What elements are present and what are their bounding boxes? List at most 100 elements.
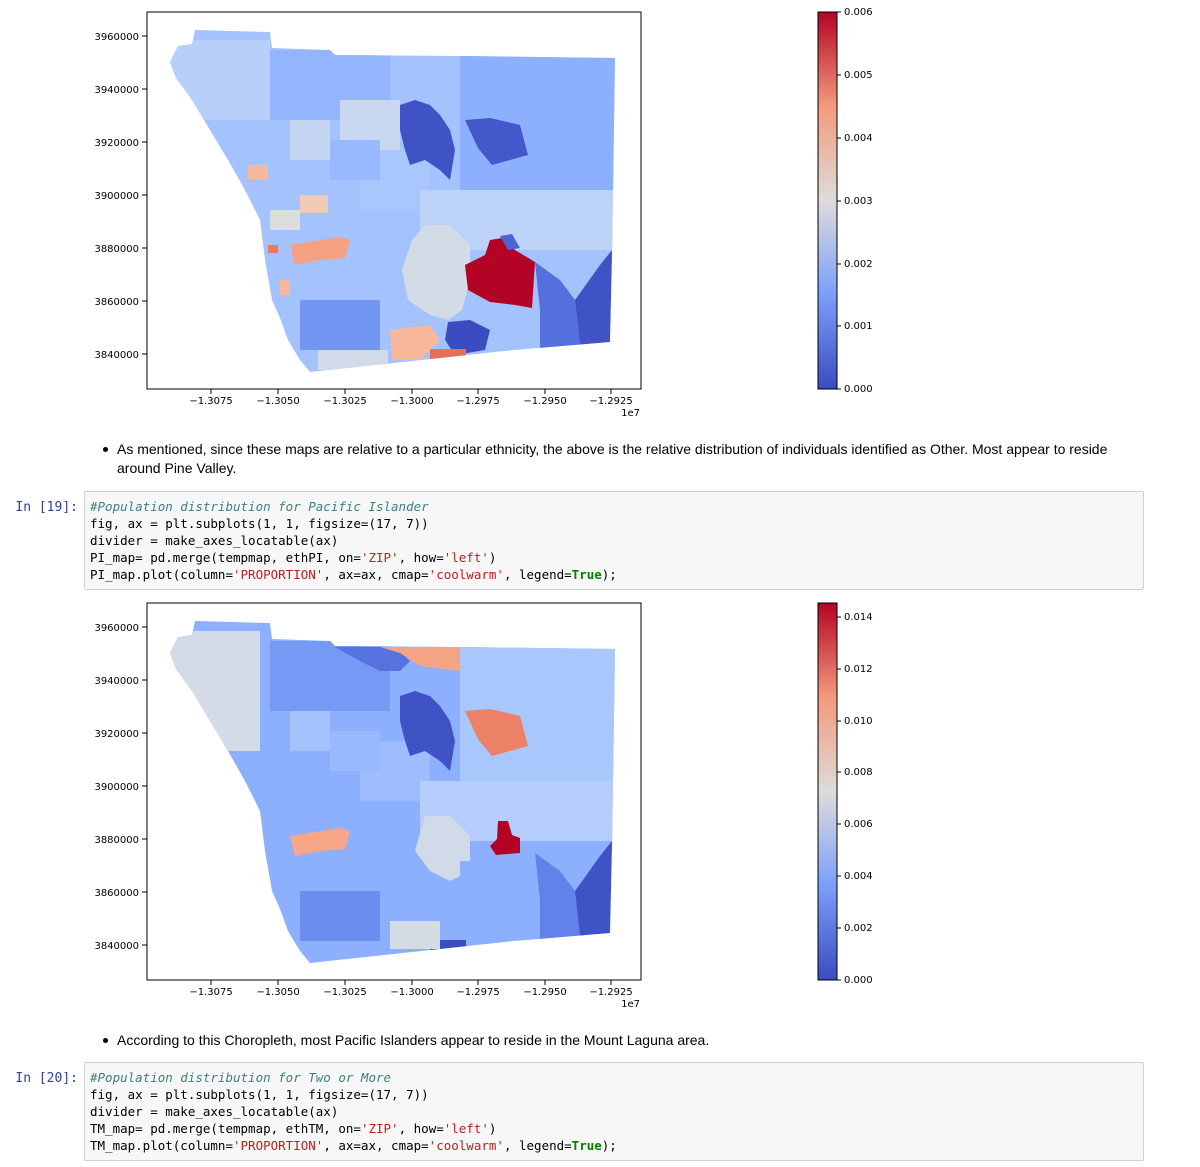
code-line: fig, ax = plt.subplots(1, 1, figsize=(17… [90, 1087, 429, 1102]
code-string: 'PROPORTION' [233, 567, 324, 582]
choropleth-map-pacific-islander: 3960000 3940000 3920000 3900000 3880000 … [94, 602, 873, 1010]
code-line: #Population distribution for Two or More [90, 1069, 1138, 1086]
colorbar-tick-label: 0.006 [844, 819, 873, 830]
code-cell-19[interactable]: In [19]: #Population distribution for Pa… [0, 491, 1200, 591]
colorbar-tick-label: 0.003 [844, 196, 873, 207]
x-tick-label: −1.2950 [523, 987, 566, 998]
x-tick-label: −1.2975 [456, 987, 499, 998]
choropleth-map-other: 3960000 3940000 3920000 3900000 3880000 … [94, 7, 873, 419]
code-comment: #Population distribution for Pacific Isl… [90, 499, 429, 514]
code-token: PI_map.plot(column= [90, 567, 233, 582]
code-token: ) [488, 550, 497, 565]
code-input-area[interactable]: #Population distribution for Two or More… [84, 1062, 1144, 1161]
colorbar-tick-label: 0.000 [844, 975, 873, 986]
code-token: , legend= [503, 1138, 572, 1153]
y-tick-label: 3960000 [94, 623, 139, 634]
x-tick-label: −1.2925 [589, 396, 632, 407]
x-axis: −1.3075 −1.3050 −1.3025 −1.3000 −1.2975 … [189, 980, 640, 1010]
x-tick-label: −1.3025 [323, 396, 366, 407]
y-tick-label: 3840000 [94, 941, 139, 952]
x-tick-label: −1.3075 [189, 396, 232, 407]
x-tick-label: −1.3050 [256, 987, 299, 998]
y-tick-label: 3880000 [94, 835, 139, 846]
colorbar-tick-label: 0.006 [844, 7, 873, 18]
code-line: fig, ax = plt.subplots(1, 1, figsize=(17… [90, 516, 429, 531]
code-token: TM_map.plot(column= [90, 1138, 233, 1153]
x-tick-label: −1.2925 [589, 987, 632, 998]
x-offset-label: 1e7 [621, 999, 640, 1010]
code-keyword: True [571, 1138, 602, 1153]
x-tick-label: −1.3000 [390, 987, 433, 998]
y-axis: 3960000 3940000 3920000 3900000 3880000 … [94, 32, 147, 361]
output-figure-other: 3960000 3940000 3920000 3900000 3880000 … [0, 0, 1200, 425]
code-token: , legend= [503, 567, 572, 582]
code-line: divider = make_axes_locatable(ax) [90, 1104, 339, 1119]
colorbar-tick-label: 0.002 [844, 923, 873, 934]
code-token: TM_map= pd.merge(tempmap, ethTM, on= [90, 1121, 361, 1136]
code-string: 'left' [443, 550, 489, 565]
colorbar-tick-label: 0.000 [844, 384, 873, 395]
x-tick-label: −1.3025 [323, 987, 366, 998]
y-tick-label: 3960000 [94, 32, 139, 43]
colorbar-tick-label: 0.008 [844, 767, 873, 778]
code-token: , ax=ax, cmap= [323, 1138, 429, 1153]
y-tick-label: 3860000 [94, 297, 139, 308]
cell-prompt: In [20]: [15, 1071, 78, 1086]
code-line: TM_map= pd.merge(tempmap, ethTM, on='ZIP… [90, 1120, 1138, 1137]
code-keyword: True [571, 567, 602, 582]
code-comment: #Population distribution for Two or More [90, 1070, 392, 1085]
markdown-cell: According to this Choropleth, most Pacif… [0, 1031, 1200, 1050]
code-string: 'coolwarm' [428, 567, 504, 582]
markdown-cell: As mentioned, since these maps are relat… [0, 440, 1200, 478]
code-token: ); [601, 567, 617, 582]
bullet-text: As mentioned, since these maps are relat… [103, 440, 1117, 478]
colorbar-tick-label: 0.001 [844, 321, 873, 332]
code-string: 'coolwarm' [428, 1138, 504, 1153]
code-line: divider = make_axes_locatable(ax) [90, 533, 339, 548]
code-line: PI_map.plot(column='PROPORTION', ax=ax, … [90, 566, 1138, 583]
y-tick-label: 3940000 [94, 85, 139, 96]
cell-prompt: In [19]: [15, 500, 78, 515]
colorbar-tick-label: 0.004 [844, 133, 873, 144]
code-line: #Population distribution for Pacific Isl… [90, 498, 1138, 515]
code-string: 'ZIP' [360, 550, 399, 565]
y-tick-label: 3920000 [94, 138, 139, 149]
code-token: ); [601, 1138, 617, 1153]
colorbar-tick-label: 0.012 [844, 664, 873, 675]
bullet-list: As mentioned, since these maps are relat… [0, 440, 1200, 478]
y-tick-label: 3900000 [94, 191, 139, 202]
colorbar-tick-label: 0.004 [844, 871, 873, 882]
colorbar-tick-label: 0.014 [844, 612, 873, 623]
colorbar-tick-label: 0.010 [844, 716, 873, 727]
bullet-list: According to this Choropleth, most Pacif… [0, 1031, 1200, 1050]
x-tick-label: −1.2950 [523, 396, 566, 407]
code-token: , ax=ax, cmap= [323, 567, 429, 582]
y-axis: 3960000 3940000 3920000 3900000 3880000 … [94, 623, 147, 952]
y-tick-label: 3840000 [94, 350, 139, 361]
x-axis: −1.3075 −1.3050 −1.3025 −1.3000 −1.2975 … [189, 389, 640, 419]
output-figure-pacific-islander: 3960000 3940000 3920000 3900000 3880000 … [0, 591, 1200, 1016]
y-tick-label: 3860000 [94, 888, 139, 899]
colorbar: 0.014 0.012 0.010 0.008 0.006 0.004 0.00… [817, 602, 873, 986]
x-tick-label: −1.3000 [390, 396, 433, 407]
x-tick-label: −1.3075 [189, 987, 232, 998]
x-offset-label: 1e7 [621, 408, 640, 419]
colorbar-tick-label: 0.005 [844, 70, 873, 81]
y-tick-label: 3940000 [94, 676, 139, 687]
y-tick-label: 3920000 [94, 729, 139, 740]
code-token: ) [488, 1121, 497, 1136]
code-line: TM_map.plot(column='PROPORTION', ax=ax, … [90, 1137, 1138, 1154]
y-tick-label: 3900000 [94, 782, 139, 793]
code-string: 'PROPORTION' [233, 1138, 324, 1153]
code-input-area[interactable]: #Population distribution for Pacific Isl… [84, 491, 1144, 590]
code-token: , how= [398, 1121, 444, 1136]
x-tick-label: −1.3050 [256, 396, 299, 407]
code-line: PI_map= pd.merge(tempmap, ethPI, on='ZIP… [90, 549, 1138, 566]
colorbar-tick-label: 0.002 [844, 259, 873, 270]
code-cell-20[interactable]: In [20]: #Population distribution for Tw… [0, 1062, 1200, 1162]
code-token: , how= [398, 550, 444, 565]
code-string: 'ZIP' [360, 1121, 399, 1136]
code-token: PI_map= pd.merge(tempmap, ethPI, on= [90, 550, 361, 565]
code-string: 'left' [443, 1121, 489, 1136]
bullet-text: According to this Choropleth, most Pacif… [103, 1031, 1117, 1050]
